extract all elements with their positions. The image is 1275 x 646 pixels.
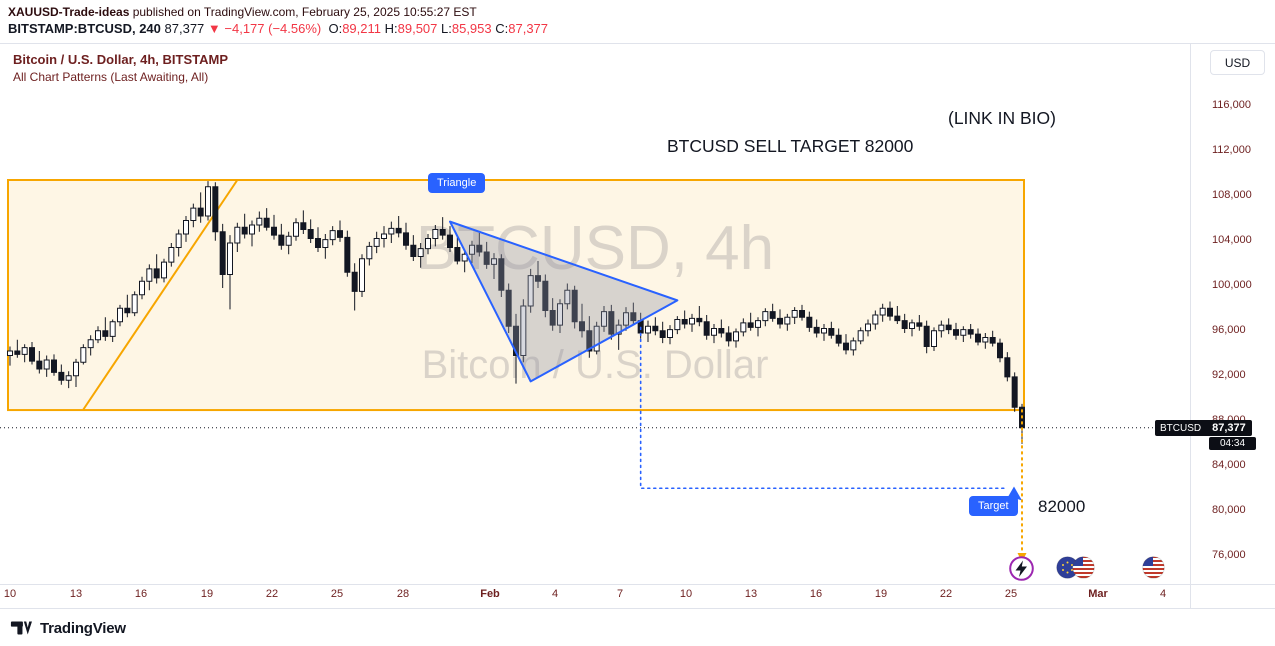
price-tick-label: 112,000	[1212, 143, 1251, 156]
publish-info: XAUUSD-Trade-ideas published on TradingV…	[8, 5, 477, 19]
low-value: 85,953	[451, 21, 492, 36]
close-value: 87,377	[508, 21, 549, 36]
time-tick-label: 13	[744, 588, 758, 600]
time-axis[interactable]: 10 13 16 19 22 25 28 Feb 4 7 10 13 16 19 22 25 Mar 4	[0, 584, 1275, 608]
candlestick-series	[7, 181, 1025, 444]
last-price: 87,377	[164, 21, 205, 36]
economic-event-us-flag-icon[interactable]	[1072, 556, 1095, 584]
time-tick-label: 16	[134, 588, 148, 600]
tradingview-logo-link[interactable]: TradingView	[10, 616, 126, 640]
price-axis[interactable]: 116,000 112,000 108,000 104,000 100,000 96,00…	[1190, 0, 1275, 608]
target-badge[interactable]: Target	[969, 496, 1018, 516]
us-flag-graphic	[1072, 556, 1095, 579]
price-tick-label: 108,000	[1212, 188, 1252, 201]
symbol-ohlc-row: BITSTAMP:BTCUSD, 240 87,377 ▼ −4,177 (−4…	[8, 21, 548, 36]
time-tick-label: 25	[1004, 588, 1018, 600]
time-tick-label: 4	[1159, 588, 1167, 600]
link-in-bio-annotation: (LINK IN BIO)	[948, 108, 1056, 128]
price-label-symbol: BTCUSD	[1160, 422, 1202, 434]
open-label: O:	[328, 21, 343, 36]
time-tick-label: 13	[69, 588, 83, 600]
price-tick-label: 100,000	[1212, 278, 1252, 291]
triangle-pattern-badge[interactable]: Triangle	[428, 173, 486, 193]
tradingview-logo-icon	[10, 621, 32, 635]
high-value: 89,507	[397, 21, 438, 36]
sell-target-annotation: BTCUSD SELL TARGET 82000	[667, 136, 914, 156]
time-tick-label: 4	[551, 588, 559, 600]
low-label: L:	[441, 21, 452, 36]
high-label: H:	[384, 21, 398, 36]
price-label-value: 87,377	[1212, 422, 1246, 434]
time-tick-label: 19	[874, 588, 888, 600]
chart-title: Bitcoin / U.S. Dollar, 4h, BITSTAMP	[13, 52, 229, 67]
time-tick-label: 10	[3, 588, 17, 600]
symbol-name: BITSTAMP:BTCUSD, 240	[8, 21, 161, 36]
bar-countdown: 04:34	[1209, 437, 1256, 450]
time-tick-label: 7	[616, 588, 624, 600]
current-price-label: BTCUSD 87,377	[1155, 420, 1252, 436]
time-tick-label: 25	[330, 588, 344, 600]
time-tick-label: 16	[809, 588, 823, 600]
target-price-text: 82000	[1038, 497, 1086, 516]
idea-flash-icon[interactable]	[1008, 555, 1035, 587]
flash-icon-graphic	[1009, 556, 1034, 581]
price-tick-label: 84,000	[1212, 458, 1246, 471]
close-label: C:	[495, 21, 509, 36]
time-tick-label: Feb	[480, 588, 500, 600]
publish-text: published on TradingView.com, February 2…	[129, 5, 477, 19]
price-tick-label: 116,000	[1212, 98, 1251, 111]
chart-subtitle: All Chart Patterns (Last Awaiting, All)	[13, 70, 209, 84]
price-tick-label: 92,000	[1212, 368, 1246, 381]
open-value: 89,211	[342, 21, 381, 36]
currency-toggle-button[interactable]: USD	[1210, 50, 1265, 75]
time-tick-label: 28	[396, 588, 410, 600]
price-tick-label: 96,000	[1212, 323, 1246, 336]
price-change: ▼ −4,177 (−4.56%)	[207, 21, 322, 36]
economic-event-us-flag-icon-2[interactable]	[1142, 556, 1165, 584]
tradingview-logo-text: TradingView	[40, 619, 126, 637]
author-link[interactable]: XAUUSD-Trade-ideas	[8, 5, 130, 19]
time-tick-label: 22	[939, 588, 953, 600]
time-tick-label: 22	[265, 588, 279, 600]
price-tick-label: 76,000	[1212, 548, 1246, 561]
time-tick-label: 10	[679, 588, 693, 600]
price-tick-label: 104,000	[1212, 233, 1252, 246]
time-tick-label: Mar	[1088, 588, 1108, 600]
time-tick-label: 19	[200, 588, 214, 600]
us-flag-graphic-2	[1142, 556, 1165, 579]
price-tick-label: 80,000	[1212, 503, 1246, 516]
